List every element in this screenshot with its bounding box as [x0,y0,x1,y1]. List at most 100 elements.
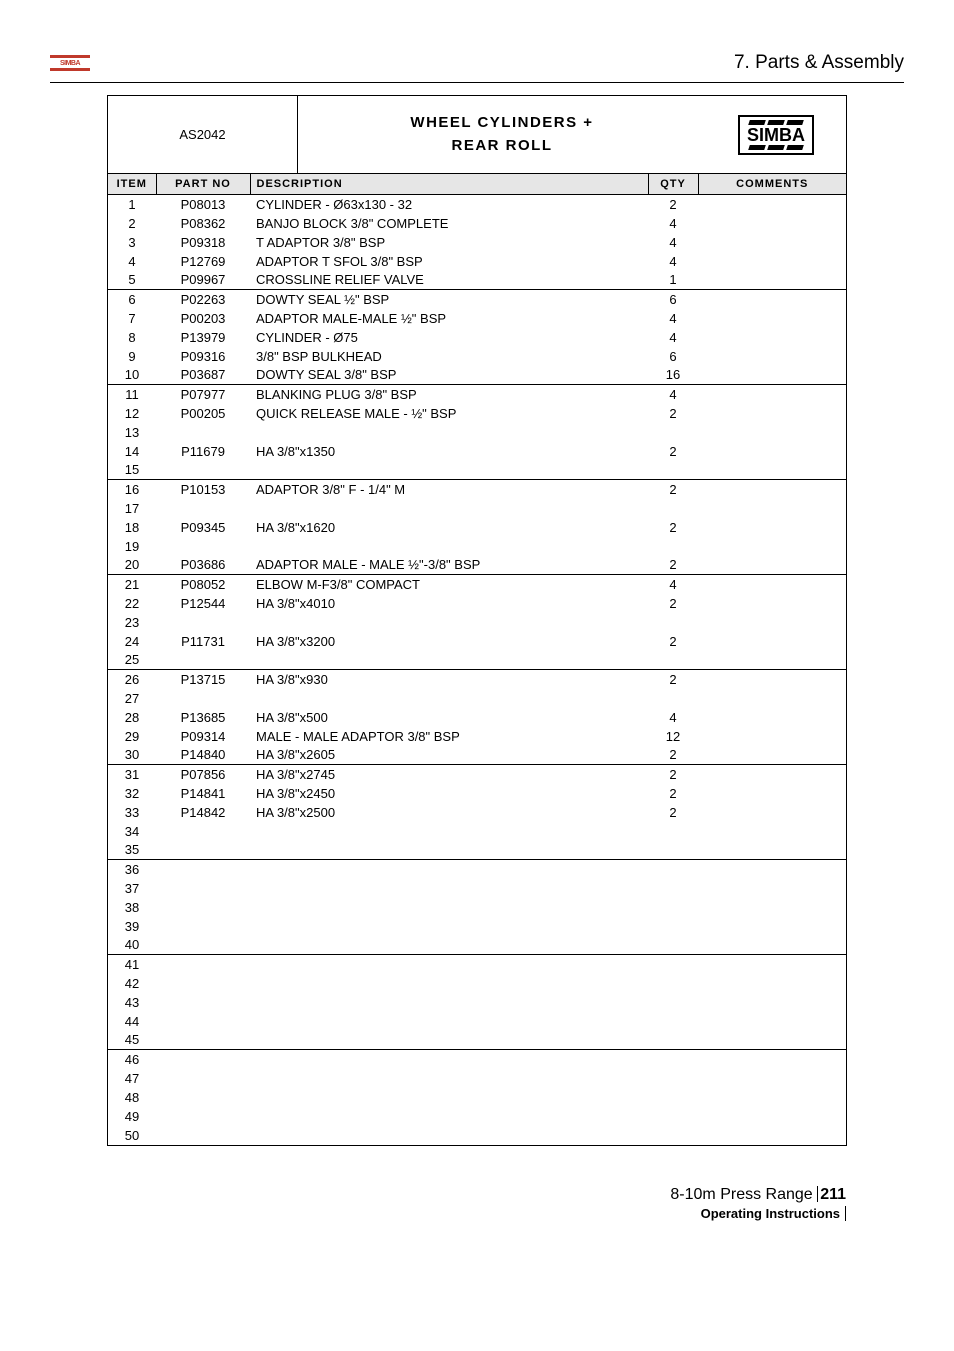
cell-partno [156,689,250,708]
table-row: 5P09967CROSSLINE RELIEF VALVE1 [108,271,846,290]
page-header: SIMBA 7. Parts & Assembly [50,50,904,83]
cell-comments [698,841,846,860]
table-row: 28P13685HA 3/8"x5004 [108,708,846,727]
cell-item: 17 [108,499,156,518]
table-row: 10P03687DOWTY SEAL 3/8" BSP16 [108,366,846,385]
cell-description: ADAPTOR 3/8" F - 1/4" M [250,480,648,499]
cell-partno: P09967 [156,271,250,290]
cell-comments [698,366,846,385]
cell-qty [648,651,698,670]
cell-qty: 12 [648,727,698,746]
parts-table-body: 1P08013CYLINDER - Ø63x130 - 3222P08362BA… [108,195,846,1145]
cell-description: CYLINDER - Ø75 [250,328,648,347]
cell-item: 13 [108,423,156,442]
cell-description: HA 3/8"x500 [250,708,648,727]
cell-item: 47 [108,1069,156,1088]
cell-qty: 2 [648,480,698,499]
parts-table-container: AS2042 WHEEL CYLINDERS + REAR ROLL SIMBA… [107,95,847,1146]
cell-qty: 16 [648,366,698,385]
table-row: 13 [108,423,846,442]
cell-partno [156,423,250,442]
cell-qty [648,860,698,879]
cell-comments [698,898,846,917]
table-row: 24P11731HA 3/8"x32002 [108,632,846,651]
cell-description: HA 3/8"x3200 [250,632,648,651]
cell-item: 14 [108,442,156,461]
cell-comments [698,290,846,309]
cell-description: CROSSLINE RELIEF VALVE [250,271,648,290]
cell-partno [156,461,250,480]
cell-comments [698,879,846,898]
cell-qty: 2 [648,803,698,822]
table-row: 6P02263DOWTY SEAL ½" BSP6 [108,290,846,309]
cell-qty: 2 [648,556,698,575]
cell-description: ADAPTOR MALE-MALE ½" BSP [250,309,648,328]
cell-partno: P13685 [156,708,250,727]
cell-comments [698,461,846,480]
cell-partno: P07977 [156,385,250,404]
cell-comments [698,765,846,784]
cell-item: 44 [108,1012,156,1031]
cell-qty: 6 [648,347,698,366]
cell-item: 15 [108,461,156,480]
cell-description [250,537,648,556]
cell-partno: P09318 [156,233,250,252]
cell-item: 10 [108,366,156,385]
cell-partno: P07856 [156,765,250,784]
table-row: 30P14840HA 3/8"x26052 [108,746,846,765]
cell-description [250,1088,648,1107]
cell-item: 12 [108,404,156,423]
cell-description [250,1012,648,1031]
cell-qty: 4 [648,252,698,271]
cell-qty [648,955,698,974]
cell-qty: 4 [648,328,698,347]
table-row: 33P14842HA 3/8"x25002 [108,803,846,822]
cell-comments [698,404,846,423]
cell-item: 5 [108,271,156,290]
table-row: 8P13979CYLINDER - Ø754 [108,328,846,347]
cell-qty [648,1031,698,1050]
cell-item: 42 [108,974,156,993]
table-row: 47 [108,1069,846,1088]
col-partno: PART NO [156,174,250,195]
cell-comments [698,1012,846,1031]
cell-comments [698,556,846,575]
cell-description: T ADAPTOR 3/8" BSP [250,233,648,252]
table-row: 36 [108,860,846,879]
table-row: 46 [108,1050,846,1069]
footer-subtitle: Operating Instructions [701,1206,846,1221]
cell-qty: 4 [648,708,698,727]
cell-partno: P00203 [156,309,250,328]
cell-partno: P09314 [156,727,250,746]
cell-qty: 2 [648,746,698,765]
footer-page-number: 211 [820,1186,846,1203]
cell-item: 45 [108,1031,156,1050]
cell-qty: 4 [648,233,698,252]
cell-description [250,955,648,974]
table-row: 37 [108,879,846,898]
table-row: 38 [108,898,846,917]
cell-comments [698,594,846,613]
table-row: 1P08013CYLINDER - Ø63x130 - 322 [108,195,846,214]
cell-comments [698,651,846,670]
cell-item: 26 [108,670,156,689]
cell-description: CYLINDER - Ø63x130 - 32 [250,195,648,214]
cell-qty [648,1050,698,1069]
cell-item: 4 [108,252,156,271]
cell-comments [698,1126,846,1145]
cell-item: 9 [108,347,156,366]
cell-description [250,860,648,879]
cell-item: 1 [108,195,156,214]
col-description: DESCRIPTION [250,174,648,195]
footer-product: 8-10m Press Range [670,1186,812,1203]
cell-qty [648,841,698,860]
cell-description [250,993,648,1012]
cell-description [250,1031,648,1050]
cell-comments [698,727,846,746]
cell-partno: P08052 [156,575,250,594]
cell-partno: P02263 [156,290,250,309]
cell-item: 40 [108,936,156,955]
cell-item: 23 [108,613,156,632]
cell-item: 8 [108,328,156,347]
cell-description [250,1107,648,1126]
